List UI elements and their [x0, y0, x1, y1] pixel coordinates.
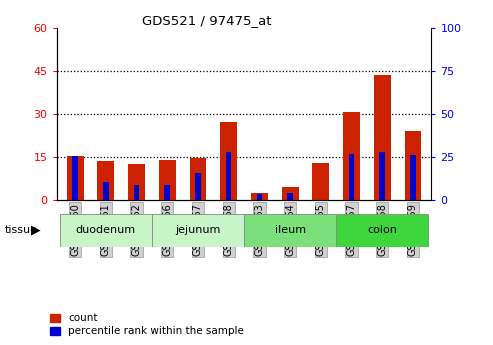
Bar: [60, 214, 152, 247]
Bar: [103, 182, 108, 200]
Bar: [72, 156, 78, 200]
Bar: [336, 214, 428, 247]
Text: colon: colon: [367, 225, 397, 235]
Bar: [98, 161, 114, 200]
Text: tissue: tissue: [5, 225, 38, 235]
Bar: [189, 158, 207, 200]
Bar: [380, 152, 385, 200]
Bar: [244, 214, 336, 247]
Bar: [257, 194, 262, 200]
Bar: [287, 193, 293, 200]
Bar: [195, 173, 201, 200]
Legend: count, percentile rank within the sample: count, percentile rank within the sample: [50, 313, 244, 336]
Bar: [410, 155, 416, 200]
Bar: [374, 75, 390, 200]
Bar: [282, 187, 299, 200]
Bar: [313, 163, 329, 200]
Bar: [404, 131, 422, 200]
Text: GDS521 / 97475_at: GDS521 / 97475_at: [142, 14, 272, 27]
Bar: [134, 185, 140, 200]
Text: ileum: ileum: [275, 225, 306, 235]
Bar: [220, 122, 237, 200]
Bar: [165, 185, 170, 200]
Bar: [349, 154, 354, 200]
Bar: [251, 193, 268, 200]
Text: jejunum: jejunum: [176, 225, 221, 235]
Bar: [67, 156, 84, 200]
Bar: [343, 112, 360, 200]
Bar: [159, 160, 176, 200]
Text: duodenum: duodenum: [76, 225, 136, 235]
Bar: [226, 152, 231, 200]
Bar: [152, 214, 244, 247]
Bar: [128, 164, 145, 200]
Text: ▶: ▶: [31, 224, 41, 237]
